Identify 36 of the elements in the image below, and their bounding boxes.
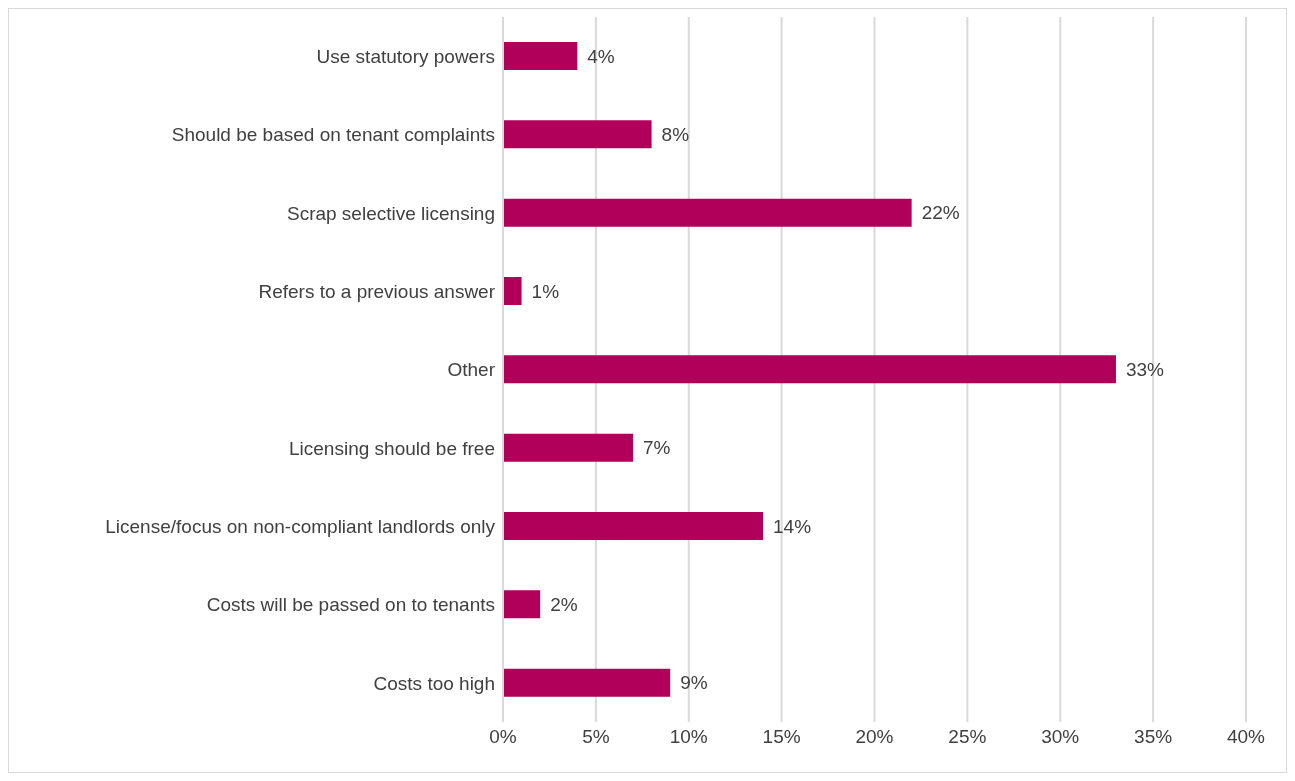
x-tick-label: 25% — [948, 726, 987, 748]
data-label: 4% — [587, 45, 615, 67]
data-label: 9% — [680, 672, 708, 694]
data-label: 14% — [773, 515, 812, 537]
data-label: 2% — [550, 594, 578, 616]
y-tick-label: Should be based on tenant complaints — [171, 124, 495, 146]
bar — [503, 355, 1116, 384]
y-tick-label: Scrap selective licensing — [286, 202, 495, 224]
bar — [503, 590, 541, 619]
bar — [503, 668, 671, 697]
x-tick-label: 35% — [1134, 726, 1173, 748]
x-tick-label: 30% — [1041, 726, 1080, 748]
bar — [503, 198, 912, 227]
x-tick-label: 20% — [855, 726, 894, 748]
x-tick-label: 40% — [1226, 726, 1266, 748]
y-tick-label: License/focus on non-compliant landlords only — [105, 515, 496, 537]
data-label: 7% — [643, 437, 671, 459]
data-label: 8% — [661, 124, 690, 146]
x-tick-label: 15% — [762, 726, 801, 748]
y-tick-label: Licensing should be free — [289, 437, 495, 459]
y-tick-label: Other — [447, 359, 496, 381]
x-tick-label: 0% — [489, 726, 517, 748]
bar — [503, 120, 652, 149]
bar — [503, 512, 764, 540]
y-tick-label: Refers to a previous answer — [258, 280, 496, 302]
y-tick-label: Use statutory powers — [316, 45, 495, 67]
bar — [503, 277, 522, 305]
data-label: 1% — [531, 280, 560, 302]
y-tick-label: Costs too high — [373, 672, 495, 694]
bar — [503, 42, 578, 70]
data-label: 33% — [1125, 359, 1165, 381]
x-tick-label: 10% — [669, 726, 708, 748]
data-label: 22% — [921, 202, 960, 224]
x-tick-label: 5% — [582, 726, 610, 748]
y-tick-label: Costs will be passed on to tenants — [206, 594, 495, 616]
bar — [503, 433, 634, 462]
